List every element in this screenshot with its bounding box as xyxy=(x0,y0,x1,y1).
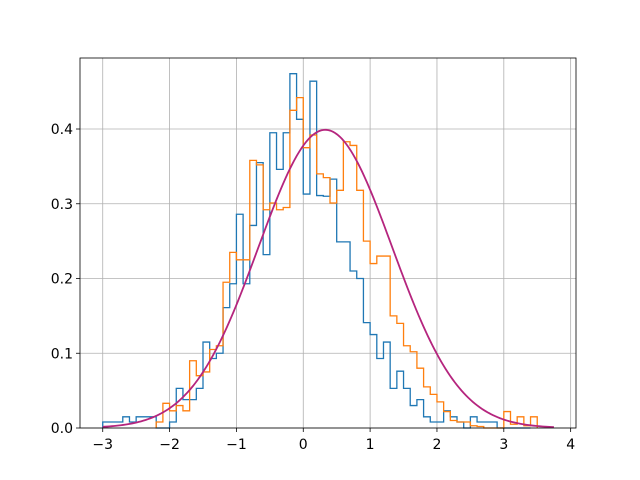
y-tick-label: 0.1 xyxy=(51,346,73,362)
grid xyxy=(80,58,576,429)
y-tick-label: 0.0 xyxy=(51,421,73,437)
x-tick-label: 0 xyxy=(299,437,308,453)
x-tick-label: 4 xyxy=(566,437,575,453)
x-tick-label: −2 xyxy=(159,437,180,453)
y-tick-label: 0.2 xyxy=(51,272,73,288)
axes-frame xyxy=(79,57,577,429)
x-tick-label: 3 xyxy=(499,437,508,453)
pdf-curve xyxy=(102,128,554,429)
y-tick-label: 0.4 xyxy=(51,122,73,138)
histogram-series-2 xyxy=(155,96,538,429)
x-tick-label: 2 xyxy=(432,437,441,453)
axis-ticks: −3 −2 −1 0 1 2 3 4 0.0 0.1 0.2 0.3 0.4 xyxy=(51,122,575,453)
y-tick-label: 0.3 xyxy=(51,197,73,213)
plot-marks xyxy=(102,73,554,429)
x-tick-label: −3 xyxy=(92,437,113,453)
histogram-series-1 xyxy=(102,73,531,429)
x-tick-label: 1 xyxy=(366,437,375,453)
x-tick-label: −1 xyxy=(226,437,247,453)
